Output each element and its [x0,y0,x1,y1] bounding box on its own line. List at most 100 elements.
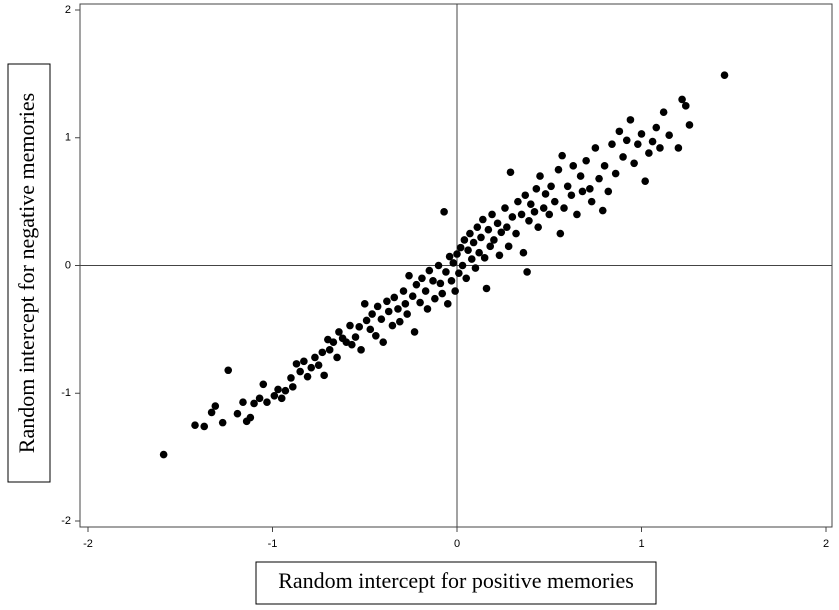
point [394,305,402,313]
point [598,206,607,215]
point [490,236,498,244]
point [357,346,365,354]
point [626,116,635,124]
point [346,321,354,330]
point [506,168,515,177]
x-label: Random intercept for positive memories [278,568,634,593]
point [560,204,568,212]
point [255,394,264,403]
point [563,182,572,191]
point [314,361,323,369]
point [288,383,297,391]
point [503,223,511,231]
point [360,300,369,308]
point [329,338,338,346]
point [567,191,576,200]
point [440,208,448,216]
point [438,289,447,298]
point [429,277,437,285]
point [320,371,328,380]
point [674,144,683,152]
point [263,398,271,406]
point [200,422,209,431]
point [630,159,638,168]
point [634,140,642,148]
y-label: Random intercept for negative memories [14,93,39,453]
point [303,372,312,381]
point [458,261,467,270]
point [536,172,544,180]
y-tick-label: -2 [61,515,71,527]
point [292,360,301,368]
point [637,130,646,138]
point [218,418,227,427]
point [335,328,343,336]
point [591,144,600,152]
point [434,261,443,270]
point [396,317,404,326]
point [259,380,268,389]
point [274,385,282,394]
point [311,353,319,362]
point [246,413,255,422]
point [493,219,502,228]
point [421,287,430,295]
point [287,374,295,382]
point [442,268,450,276]
point [318,348,327,357]
point [652,123,661,132]
point [547,182,555,191]
y-tick-label: 0 [65,259,71,271]
point [377,315,386,323]
x-tick-label: 0 [454,538,460,550]
point [545,210,554,219]
point [270,392,279,400]
point [514,197,522,206]
point [408,292,417,300]
point [641,177,649,185]
point [497,228,506,237]
x-tick-label: -2 [83,538,93,550]
point [569,162,578,170]
point [307,363,316,372]
point [469,238,478,247]
point [587,197,596,206]
x-tick-label: -1 [268,538,278,550]
point [482,284,491,293]
point [504,242,513,251]
point [466,229,474,238]
point [484,225,493,234]
point [556,229,565,238]
point [656,144,664,152]
point [685,121,694,129]
point [390,293,399,302]
point [578,187,587,196]
point [211,402,220,410]
point [300,357,308,366]
point [250,399,258,408]
x-label-box [255,561,657,605]
point [648,137,657,146]
point [608,140,616,148]
point [519,248,528,257]
point [416,298,424,307]
point [573,210,581,219]
point [224,366,233,375]
point [582,156,590,165]
point [615,127,624,136]
point [534,223,542,231]
point [453,250,461,258]
point [645,149,653,157]
point [423,305,432,313]
point [604,187,613,196]
point [550,197,559,206]
point [521,191,530,200]
point [431,294,439,303]
point [659,108,668,116]
point [239,398,247,406]
point [517,210,526,219]
point [586,185,594,193]
point [355,323,364,331]
point [576,172,585,180]
